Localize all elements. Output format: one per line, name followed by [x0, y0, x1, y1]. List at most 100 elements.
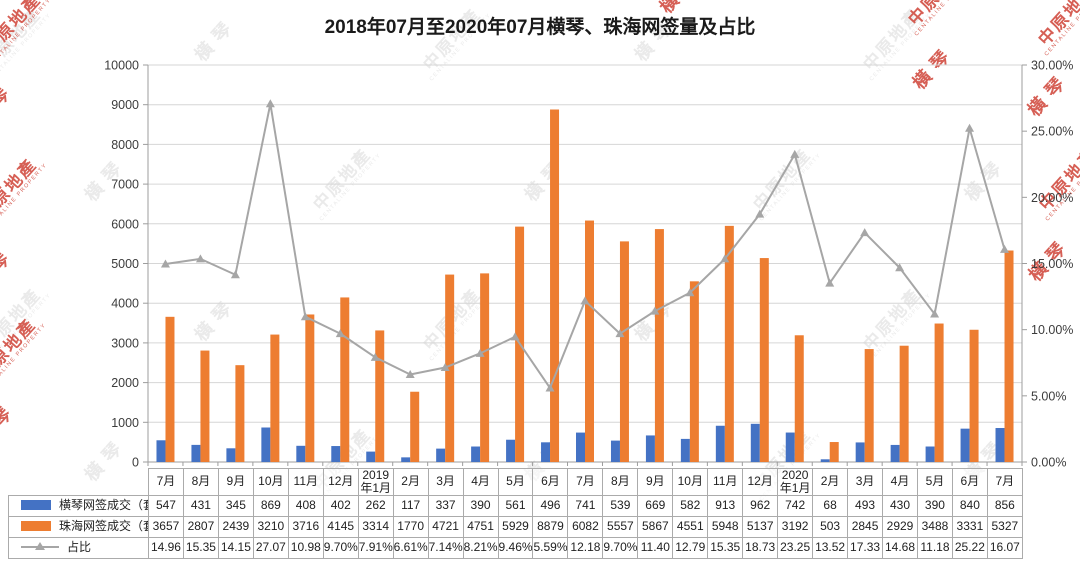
bar-zhuhai — [270, 334, 280, 462]
month-header: 10月 — [252, 468, 289, 496]
value-cell: 117 — [392, 494, 429, 517]
bar-hengqin — [645, 435, 655, 462]
value-cell: 14.96 — [148, 536, 184, 559]
month-header: 3月 — [427, 468, 464, 496]
month-header: 12月 — [742, 468, 779, 496]
value-cell: 547 — [148, 494, 184, 517]
value-cell: 9.70% — [322, 536, 359, 559]
month-header: 10月 — [672, 468, 709, 496]
ratio-marker — [790, 149, 800, 158]
bar-hengqin — [471, 446, 481, 462]
month-header: 6月 — [532, 468, 569, 496]
value-cell: 390 — [462, 494, 499, 517]
value-cell: 8879 — [532, 515, 569, 538]
ratio-marker — [230, 270, 240, 279]
right-axis-tick-label: 5.00% — [1031, 389, 1066, 403]
left-axis-tick-label: 5000 — [111, 257, 139, 271]
table-row: 横琴网签成交（套）5474313458694084022621173373905… — [8, 494, 1023, 517]
ratio-marker — [335, 329, 345, 338]
ratio-marker — [685, 288, 695, 297]
series-label: 占比 — [67, 540, 92, 555]
value-cell: 337 — [427, 494, 464, 517]
value-cell: 402 — [322, 494, 359, 517]
value-cell: 856 — [986, 494, 1023, 517]
legend-line-icon — [21, 542, 59, 551]
value-cell: 3488 — [916, 515, 953, 538]
left-axis-tick-label: 7000 — [111, 178, 139, 192]
bar-hengqin — [576, 432, 585, 462]
bar-zhuhai — [759, 258, 769, 462]
data-table: 7月 8月 9月 10月 11月 12月 2019年1月 2月 3月 4月 5月 6月 7月 8月 9月 10… — [8, 468, 1023, 559]
bar-hengqin — [401, 457, 411, 462]
month-header: 3月 — [847, 468, 884, 496]
bar-zhuhai — [200, 350, 210, 462]
value-cell: 582 — [672, 494, 709, 517]
bar-hengqin — [506, 439, 516, 462]
chart-canvas: 1000090008000700060005000400030002000100… — [104, 59, 1073, 470]
value-cell: 430 — [882, 494, 918, 517]
value-cell: 869 — [252, 494, 289, 517]
value-cell: 14.68 — [882, 536, 918, 559]
month-header: 11月 — [287, 468, 324, 496]
value-cell: 9.70% — [602, 536, 639, 559]
series-label: 珠海网签成交（套） — [59, 519, 148, 534]
right-axis-tick-label: 30.00% — [1031, 59, 1073, 73]
month-header: 7月 — [148, 468, 184, 496]
chart-title: 2018年07月至2020年07月横琴、珠海网签量及占比 — [324, 17, 756, 38]
bar-hengqin — [960, 428, 970, 462]
value-cell: 12.18 — [567, 536, 604, 559]
left-axis-tick-label: 10000 — [104, 59, 139, 73]
value-cell: 962 — [742, 494, 779, 517]
bar-zhuhai — [934, 323, 944, 462]
ratio-marker — [405, 370, 415, 379]
bar-zhuhai — [550, 109, 560, 463]
bar-zhuhai — [969, 329, 979, 462]
value-cell: 345 — [217, 494, 254, 517]
left-axis-tick-label: 2000 — [111, 376, 139, 390]
ratio-marker — [265, 99, 275, 108]
value-cell: 7.14% — [427, 536, 464, 559]
ratio-marker — [475, 348, 485, 357]
value-cell: 15.35 — [707, 536, 744, 559]
value-cell: 503 — [812, 515, 849, 538]
ratio-marker — [580, 296, 590, 305]
value-cell: 2439 — [217, 515, 254, 538]
ratio-marker — [720, 254, 730, 263]
bar-zhuhai — [864, 349, 874, 462]
left-axis-tick-label: 8000 — [111, 138, 139, 152]
ratio-marker — [825, 278, 835, 287]
month-header: 2019年1月 — [357, 468, 394, 496]
bar-zhuhai — [410, 391, 420, 462]
ratio-marker — [965, 123, 975, 132]
bar-zhuhai — [480, 273, 490, 462]
bar-zhuhai — [654, 229, 664, 462]
month-header: 2月 — [392, 468, 429, 496]
bar-zhuhai — [340, 297, 350, 462]
value-cell: 16.07 — [986, 536, 1023, 559]
bar-zhuhai — [165, 316, 175, 462]
ratio-marker — [1000, 244, 1010, 253]
value-cell: 5948 — [707, 515, 744, 538]
left-axis-tick-label: 6000 — [111, 217, 139, 231]
value-cell: 262 — [357, 494, 394, 517]
value-cell: 4551 — [672, 515, 709, 538]
month-header: 11月 — [707, 468, 744, 496]
month-header: 5月 — [916, 468, 953, 496]
value-cell: 9.46% — [497, 536, 534, 559]
right-axis-tick-label: 20.00% — [1031, 191, 1073, 205]
legend-swatch-icon — [21, 521, 51, 532]
left-axis-tick-label: 9000 — [111, 98, 139, 112]
value-cell: 5137 — [742, 515, 779, 538]
value-cell: 3192 — [777, 515, 814, 538]
legend-triangle-marker-icon — [35, 542, 45, 551]
value-cell: 17.33 — [847, 536, 884, 559]
month-header: 9月 — [637, 468, 674, 496]
bar-hengqin — [296, 445, 306, 462]
value-cell: 913 — [707, 494, 744, 517]
value-cell: 741 — [567, 494, 604, 517]
value-cell: 496 — [532, 494, 569, 517]
value-cell: 4721 — [427, 515, 464, 538]
table-row: 珠海网签成交（套）3657280724393210371641453314177… — [8, 515, 1023, 538]
value-cell: 5867 — [637, 515, 674, 538]
value-cell: 27.07 — [252, 536, 289, 559]
